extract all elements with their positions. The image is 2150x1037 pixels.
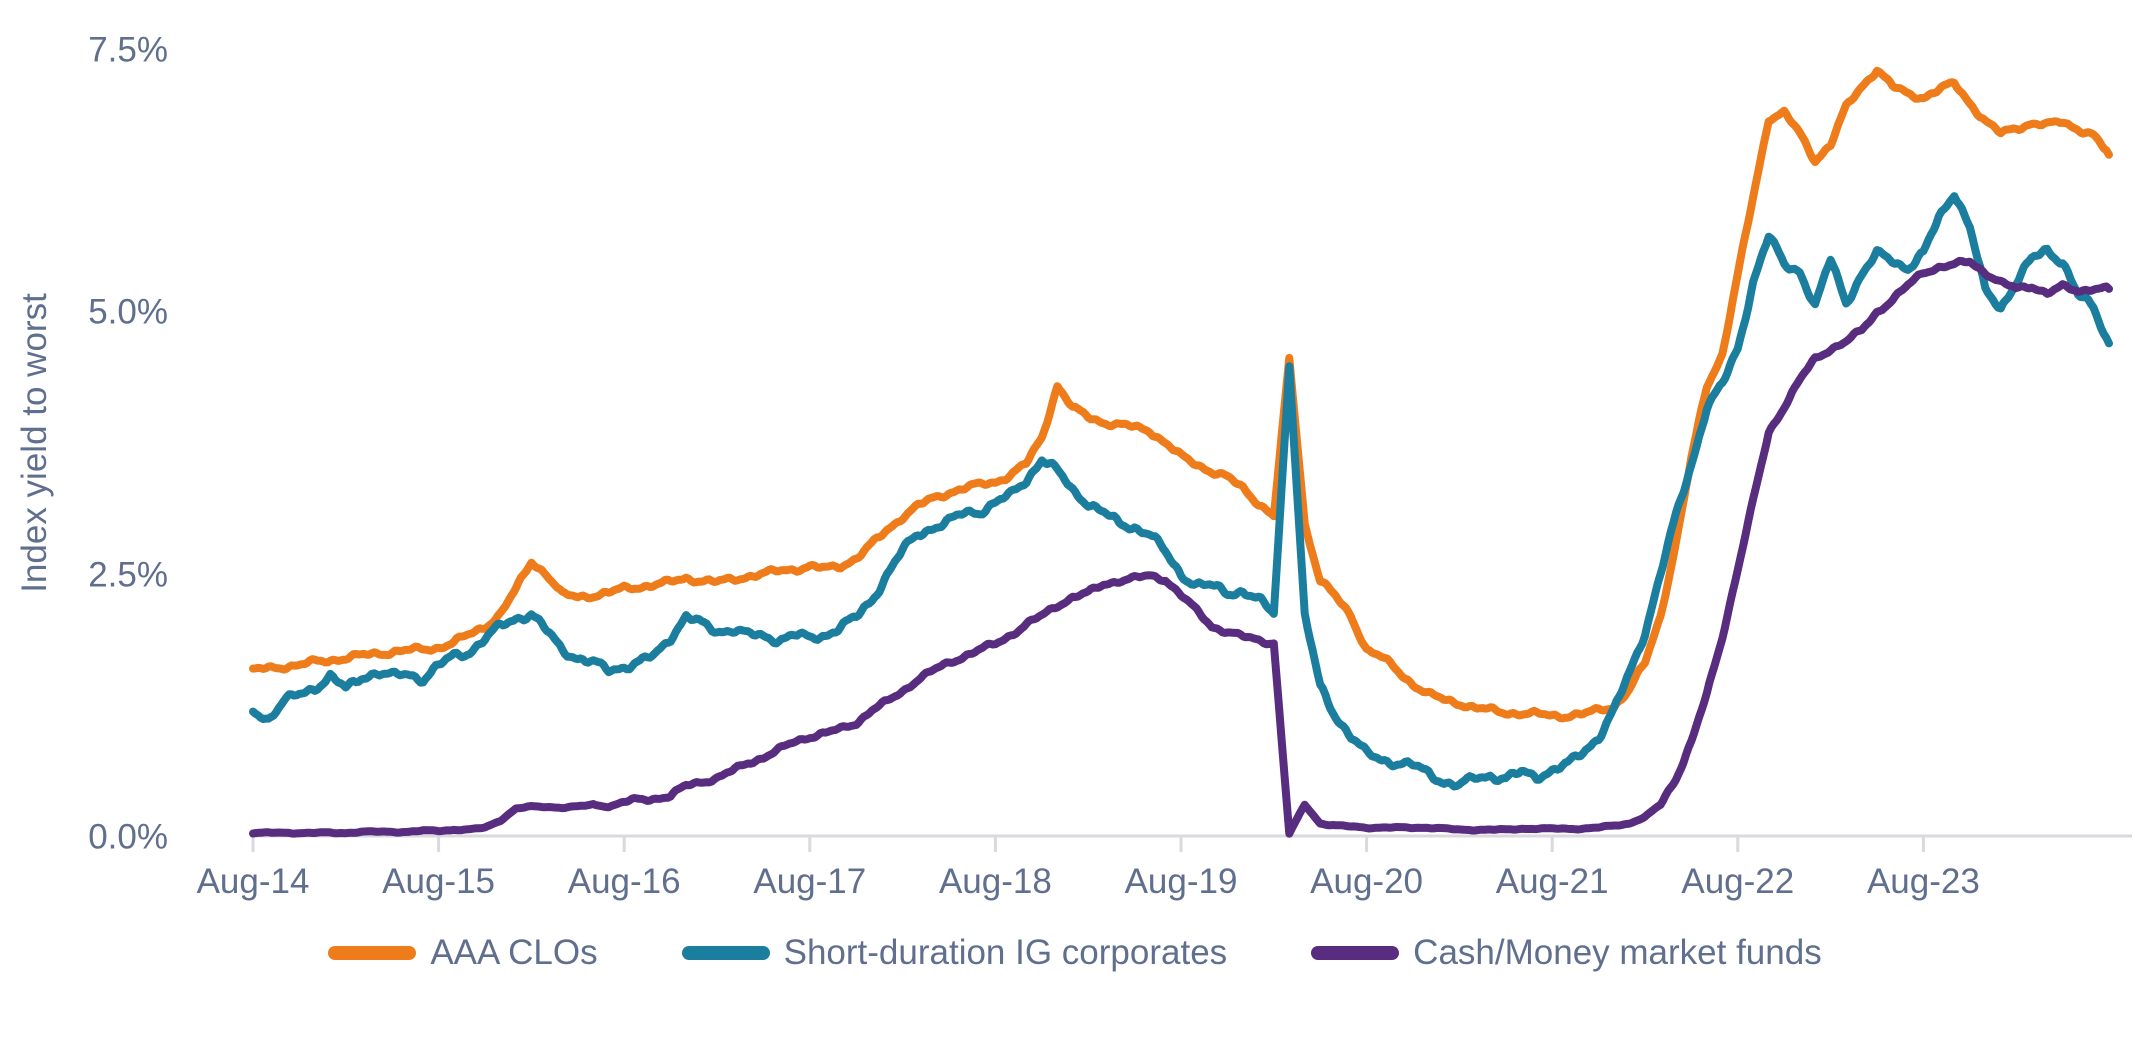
legend-swatch-aaa-clos xyxy=(328,946,417,961)
x-tick-label: Aug-15 xyxy=(382,862,495,901)
x-axis-ticks xyxy=(251,837,1925,852)
legend-label-aaa-clos: AAA CLOs xyxy=(430,933,598,972)
x-axis-labels: Aug-14 Aug-15 Aug-16 Aug-17 Aug-18 Aug-19 Aug-… xyxy=(197,862,1980,901)
x-tick-label: Aug-19 xyxy=(1125,862,1238,901)
x-tick-label: Aug-23 xyxy=(1867,862,1980,901)
series-line-aaa-clos xyxy=(249,66,2113,723)
series-lines xyxy=(249,66,2113,838)
x-tick-label: Aug-17 xyxy=(753,862,866,901)
legend-swatch-cash-money-market-funds xyxy=(1311,946,1400,961)
x-tick-label: Aug-14 xyxy=(197,862,310,901)
y-axis-title: Index yield to worst xyxy=(15,293,54,593)
y-tick-label-2-5: 2.5% xyxy=(88,555,168,594)
x-tick-label: Aug-20 xyxy=(1310,862,1423,901)
plot-area: Index yield to worst 7.5% 5.0% 2.5% 0.0%… xyxy=(15,30,2132,901)
legend-item-aaa-clos: AAA CLOs xyxy=(328,933,598,973)
chart: Index yield to worst 7.5% 5.0% 2.5% 0.0%… xyxy=(0,30,2150,973)
legend-label-cash-money-market-funds: Cash/Money market funds xyxy=(1413,933,1822,972)
x-tick-label: Aug-21 xyxy=(1496,862,1609,901)
series-line-cash-money-market-funds xyxy=(249,256,2113,838)
y-tick-label-0-0: 0.0% xyxy=(88,817,168,856)
x-tick-label: Aug-18 xyxy=(939,862,1052,901)
series-line-short-duration-ig-corporates xyxy=(249,192,2113,791)
x-tick-label: Aug-16 xyxy=(568,862,681,901)
y-tick-label-5-0: 5.0% xyxy=(88,292,168,331)
legend-label-short-duration-ig-corporates: Short-duration IG corporates xyxy=(783,933,1228,972)
legend-swatch-short-duration-ig-corporates xyxy=(681,946,770,961)
y-tick-label-7-5: 7.5% xyxy=(88,30,168,69)
legend-item-short-duration-ig-corporates: Short-duration IG corporates xyxy=(681,933,1228,973)
x-tick-label: Aug-22 xyxy=(1681,862,1794,901)
legend-item-cash-money-market-funds: Cash/Money market funds xyxy=(1311,933,1822,973)
legend: AAA CLOs Short-duration IG corporates Ca… xyxy=(0,933,2150,973)
